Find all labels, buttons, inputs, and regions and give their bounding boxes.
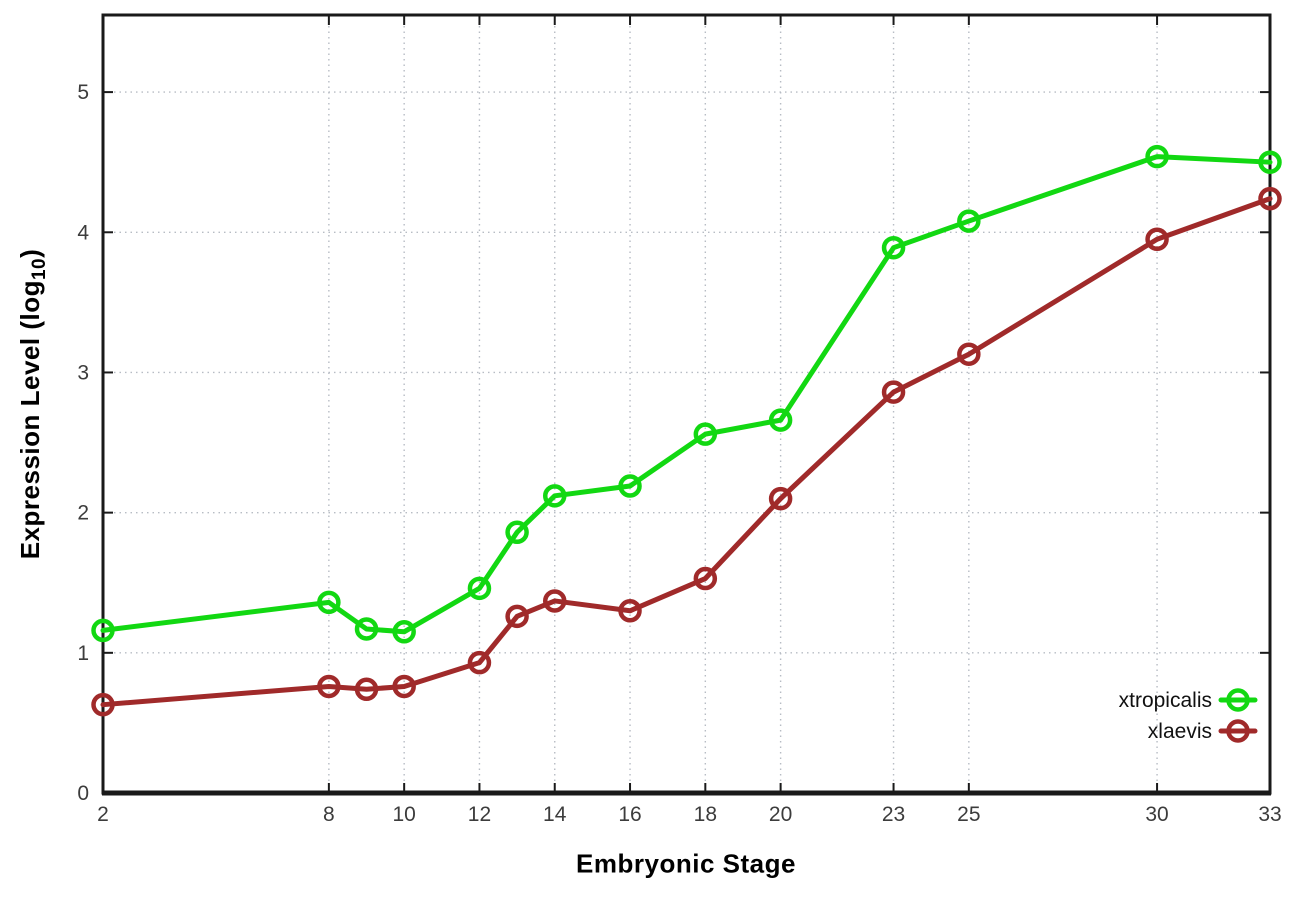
y-tick-label: 3 [77, 361, 89, 384]
legend-sample-marker-xlaevis [1226, 719, 1250, 743]
x-tick-label: 18 [694, 803, 717, 826]
series-line-xtropicalis [100, 154, 1273, 635]
series-xlaevis [91, 186, 1282, 717]
legend-label-xlaevis: xlaevis [1148, 720, 1212, 743]
data-point-xlaevis [392, 674, 416, 699]
y-tick-label: 1 [77, 642, 89, 665]
data-point-xlaevis [467, 650, 492, 675]
legend-entry-xlaevis: xlaevis [1148, 719, 1258, 743]
data-point-xtropicalis [1258, 150, 1282, 174]
data-point-xlaevis [618, 599, 642, 623]
grid-lines [103, 15, 1270, 793]
data-point-xtropicalis [91, 618, 115, 643]
data-point-xlaevis [317, 674, 341, 699]
y-tick-label: 0 [77, 782, 89, 805]
data-point-xlaevis [693, 566, 718, 591]
x-tick-label: 12 [468, 803, 491, 826]
series-line-xlaevis [100, 196, 1273, 708]
data-point-xlaevis [768, 486, 793, 511]
legend: xtropicalis xlaevis [1119, 688, 1258, 743]
data-point-xtropicalis [693, 422, 718, 446]
data-point-xtropicalis [467, 576, 492, 601]
x-tick-label: 30 [1145, 803, 1168, 826]
x-tick-label: 14 [543, 803, 567, 826]
data-point-xtropicalis [542, 484, 567, 508]
x-tick-label: 16 [618, 803, 641, 826]
data-point-xlaevis [1145, 227, 1169, 252]
x-tick-label: 20 [769, 803, 792, 826]
legend-entry-xtropicalis: xtropicalis [1119, 688, 1258, 712]
data-point-xtropicalis [354, 617, 379, 641]
data-point-xlaevis [542, 589, 567, 613]
x-tick-label: 2 [97, 803, 109, 826]
data-point-xlaevis [91, 692, 115, 717]
y-tick-label: 2 [77, 502, 89, 525]
data-point-xtropicalis [317, 590, 341, 615]
data-point-xlaevis [354, 677, 379, 702]
data-point-xtropicalis [881, 235, 906, 260]
data-point-xlaevis [957, 342, 981, 366]
data-point-xlaevis [1258, 186, 1282, 211]
plot-border [101, 13, 1272, 795]
data-point-xtropicalis [618, 474, 642, 498]
x-axis-label: Embryonic Stage [576, 848, 796, 879]
x-tick-label: 8 [323, 803, 335, 826]
data-point-xtropicalis [768, 408, 793, 432]
data-point-xtropicalis [957, 209, 981, 233]
legend-sample-marker-xtropicalis [1226, 688, 1250, 712]
legend-label-xtropicalis: xtropicalis [1119, 689, 1212, 712]
data-point-xlaevis [505, 604, 529, 629]
y-tick-label: 5 [77, 81, 89, 104]
x-tick-label: 33 [1258, 803, 1281, 826]
data-point-xtropicalis [1145, 144, 1169, 169]
data-point-xtropicalis [505, 520, 529, 545]
data-point-xtropicalis [392, 620, 416, 644]
x-tick-label: 10 [392, 803, 415, 826]
data-point-xlaevis [881, 380, 906, 404]
y-tick-label: 4 [77, 221, 89, 244]
series-xtropicalis [91, 144, 1282, 644]
x-tick-label: 25 [957, 803, 980, 826]
x-tick-label: 23 [882, 803, 905, 826]
